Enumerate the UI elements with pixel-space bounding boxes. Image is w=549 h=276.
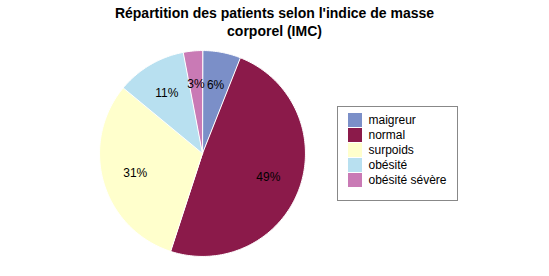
html-text:obésité sévère: obésité sévère (368, 172, 447, 187)
html-text:maigreur: maigreur (368, 112, 416, 127)
html-text:surpoids: surpoids (368, 142, 414, 157)
html-text:normal: normal (368, 127, 406, 142)
svg-text:11%: 11% (156, 86, 179, 100)
html-text:Répartition des patients selon: Répartition des patients selon l'indice … (114, 5, 435, 40)
svg-text:31%: 31% (124, 166, 148, 180)
svg-text:6%: 6% (207, 78, 225, 92)
svg-text:3%: 3% (188, 77, 206, 91)
svg-text:49%: 49% (257, 170, 281, 184)
html-text:obésité: obésité (368, 157, 408, 172)
